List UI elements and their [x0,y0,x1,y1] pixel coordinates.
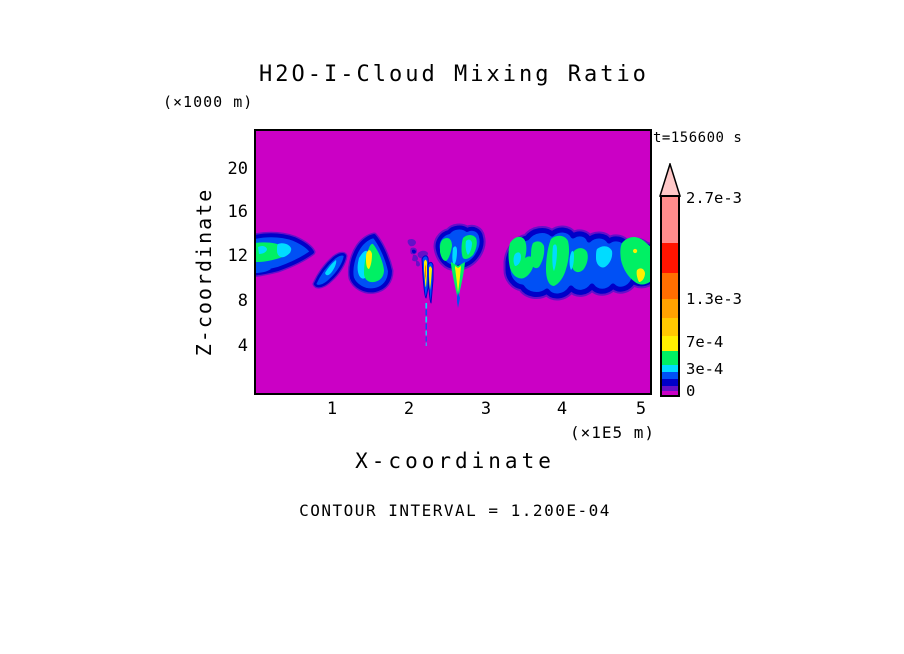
contour-interval-text: CONTOUR INTERVAL = 1.200E-04 [299,501,611,520]
colorbar-label-3e-4: 3e-4 [686,360,724,378]
colorbar-segment-salmon [662,197,678,243]
colorbar-segment-yellow [662,336,678,351]
colorbar-segment-green [662,351,678,365]
colorbar-segment-magenta [662,391,678,395]
x-axis-label: X-coordinate [355,449,555,473]
y-tick-4: 4 [237,336,248,356]
x-tick-1: 1 [326,399,338,419]
x-tick-3: 3 [480,399,492,419]
y-tick-8: 8 [237,291,248,311]
colorbar-segment-dark_orange [662,273,678,299]
colorbar-segments [662,197,678,395]
y-tick-20: 20 [227,159,248,179]
colorbar-segment-blue [662,372,678,379]
plot-area [254,129,652,395]
colorbar-segment-navy [662,379,678,386]
y-tick-16: 16 [227,202,248,222]
x-tick-4: 4 [556,399,568,419]
x-tick-5: 5 [635,399,647,419]
y-tick-12: 12 [227,246,248,266]
colorbar-label-0: 0 [686,382,696,400]
colorbar-segment-orange [662,299,678,318]
colorbar-label-7e-4: 7e-4 [686,333,724,351]
x-axis-unit: (×1E5 m) [569,423,655,442]
chart-title: H2O-I-Cloud Mixing Ratio [259,62,649,87]
colorbar-segment-cyan [662,365,678,372]
x-tick-2: 2 [403,399,415,419]
colorbar-segment-gold [662,318,678,336]
y-axis-unit: (×1000 m) [163,93,254,111]
colorbar-segment-red [662,243,678,273]
colorbar-overflow-arrow [658,163,682,197]
colorbar-label-1.3e-3: 1.3e-3 [686,290,742,308]
colorbar-label-2.7e-3: 2.7e-3 [686,189,742,207]
cloud-field-svg [256,131,650,393]
colorbar-segment-purple [662,386,678,391]
time-annotation: t=156600 s [653,130,743,146]
colorbar [660,195,680,397]
